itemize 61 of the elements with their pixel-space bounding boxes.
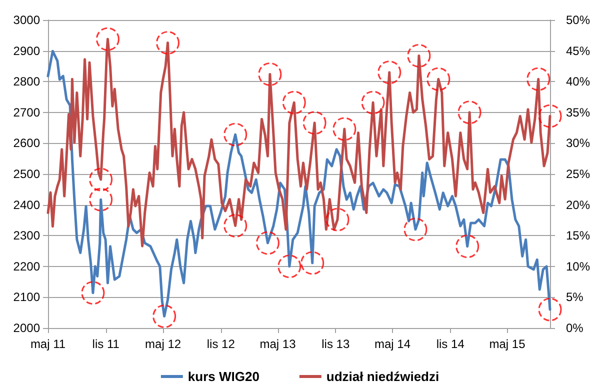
y-tick-label: 2700	[13, 105, 40, 120]
point	[258, 62, 282, 86]
y-tick-label: 2100	[13, 290, 40, 304]
legend-label: udział niedźwiedzi	[326, 369, 440, 384]
x-tick-label: maj 15	[489, 337, 526, 351]
y-tick-label: 3000	[13, 13, 40, 27]
y2-tick-label: 50%	[566, 13, 590, 27]
point	[361, 90, 385, 114]
x-tick-label: lis 11	[92, 337, 120, 351]
y2-tick-label: 30%	[566, 136, 590, 150]
point	[526, 67, 550, 91]
point	[456, 234, 480, 258]
point	[152, 304, 176, 328]
point	[458, 100, 482, 124]
point	[256, 231, 280, 255]
point	[224, 122, 248, 146]
point	[278, 254, 302, 278]
point	[282, 90, 306, 114]
point	[326, 208, 350, 232]
x-tick-label: lis 12	[206, 337, 236, 351]
point	[224, 214, 248, 238]
y-tick-label: 2800	[13, 74, 40, 89]
y-tick-label: 2900	[13, 44, 40, 58]
point	[156, 31, 180, 55]
y2-tick-label: 25%	[566, 167, 590, 181]
y2-tick-label: 10%	[566, 259, 590, 274]
point	[96, 27, 120, 51]
y2-tick-label: 5%	[566, 290, 584, 304]
y-tick-label: 2200	[13, 259, 40, 274]
y-tick-label: 2500	[13, 167, 40, 181]
x-tick-label: lis 14	[436, 337, 465, 351]
point	[404, 218, 428, 242]
point	[538, 104, 562, 128]
x-tick-label: maj 12	[145, 337, 182, 351]
y2-tick-label: 15%	[566, 228, 590, 243]
y2-tick-label: 40%	[566, 74, 590, 89]
point	[332, 117, 356, 141]
y2-tick-label: 20%	[566, 198, 590, 212]
x-tick-label: maj 13	[260, 337, 296, 351]
point	[81, 281, 105, 305]
y2-tick-label: 0%	[566, 321, 584, 335]
legend-label: kurs WIG20	[188, 369, 260, 384]
line-series	[46, 50, 552, 318]
point	[302, 111, 326, 135]
point	[378, 60, 402, 84]
line-series	[46, 38, 552, 248]
y-tick-label: 2000	[13, 321, 40, 335]
x-tick-label: maj 14	[374, 337, 411, 351]
y-tick-label: 2300	[13, 228, 40, 243]
y-tick-label: 2400	[13, 198, 40, 212]
point	[89, 168, 113, 192]
y2-tick-label: 45%	[566, 44, 590, 58]
point	[538, 298, 562, 322]
point	[89, 188, 113, 212]
y2-tick-label: 35%	[566, 105, 590, 120]
y-tick-label: 2600	[13, 136, 40, 150]
point	[407, 44, 431, 68]
point	[300, 251, 324, 275]
x-tick-label: lis 13	[322, 337, 350, 351]
x-tick-label: maj 11	[30, 337, 66, 351]
point	[426, 67, 450, 91]
